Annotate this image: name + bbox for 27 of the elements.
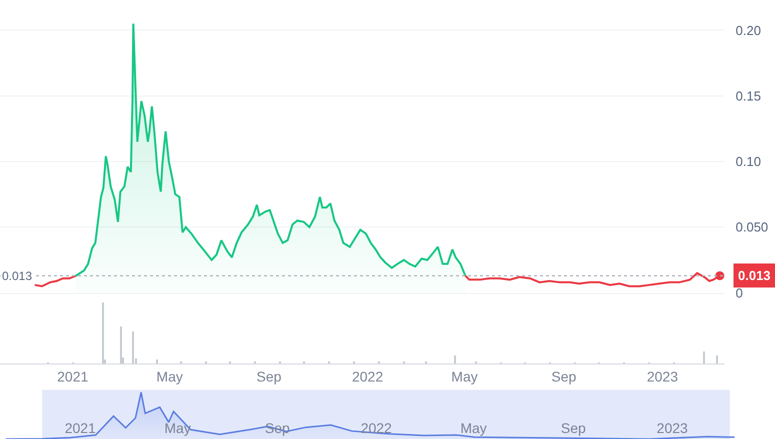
y-tick-label: 0.15 [736, 88, 761, 104]
bar [120, 326, 122, 364]
x-tick-label: May [156, 368, 183, 384]
x-tick-label: May [164, 420, 191, 436]
bar [132, 331, 134, 364]
bar [454, 355, 456, 364]
x-tick-label: Sep [256, 368, 282, 384]
y-tick-label: 0.20 [736, 22, 761, 38]
y-tick-label: 0.10 [736, 154, 761, 170]
x-tick-label: 2021 [57, 368, 88, 384]
bar [156, 359, 158, 364]
bar [716, 355, 718, 364]
ref-line-label: 0.013 [2, 269, 32, 283]
x-tick-label: 2021 [64, 420, 96, 436]
x-tick-label: Sep [551, 368, 577, 384]
x-tick-label: 2022 [352, 368, 384, 384]
x-tick-label: May [451, 368, 478, 384]
y-tick-label: 0.050 [736, 220, 768, 235]
annotation: 0.013 [738, 268, 771, 283]
x-tick-label: 2023 [656, 420, 688, 436]
x-tick-label: May [460, 420, 487, 436]
y-tick-label: 0 [736, 285, 743, 300]
bar [703, 351, 705, 364]
x-tick-label: Sep [560, 420, 586, 436]
x-tick-label: 2023 [646, 368, 678, 384]
bar [102, 302, 104, 364]
x-tick-label: 2022 [360, 420, 392, 436]
